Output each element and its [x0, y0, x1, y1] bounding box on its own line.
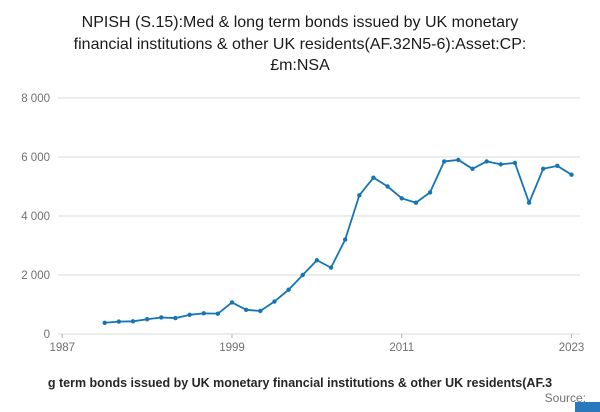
- y-tick-label: 2 000: [21, 270, 50, 282]
- data-point: [286, 287, 291, 292]
- footer-caption: g term bonds issued by UK monetary finan…: [47, 376, 553, 390]
- data-point: [569, 172, 574, 177]
- x-tick-label: 1987: [49, 342, 75, 354]
- data-point: [328, 265, 334, 270]
- data-point: [385, 184, 390, 189]
- y-tick-label: 0: [44, 329, 50, 341]
- data-point: [441, 159, 447, 164]
- data-point: [526, 200, 532, 205]
- x-tick-label: 1999: [219, 342, 245, 354]
- chart-svg: 0 2 000 4 000 6 000 8 000 1987 1999 2011 2023: [21, 93, 585, 354]
- data-point: [159, 315, 164, 320]
- data-point: [272, 299, 277, 304]
- data-point: [498, 162, 503, 167]
- data-point: [484, 159, 489, 164]
- data-point: [102, 320, 107, 325]
- chart-title: NPISH (S.15):Med & long term bonds issue…: [73, 14, 527, 75]
- data-point: [243, 307, 249, 313]
- data-point: [144, 317, 150, 322]
- data-point: [201, 311, 206, 316]
- data-point: [342, 237, 348, 242]
- y-tick-label: 8 000: [21, 93, 50, 105]
- data-point: [258, 308, 263, 314]
- data-point: [512, 160, 518, 166]
- data-point: [357, 193, 362, 198]
- data-point: [371, 175, 376, 180]
- logo-square: [575, 402, 600, 412]
- data-point: [173, 315, 178, 321]
- data-point: [314, 258, 320, 263]
- data-line: [103, 159, 573, 324]
- x-tick-label: 2023: [559, 342, 585, 354]
- data-point: [300, 272, 305, 278]
- data-point: [229, 300, 235, 305]
- data-point: [116, 319, 122, 324]
- y-tick-label: 6 000: [21, 152, 50, 164]
- y-tick-label: 4 000: [21, 211, 50, 223]
- data-point: [215, 311, 221, 316]
- data-point: [399, 196, 404, 201]
- data-point: [187, 312, 192, 318]
- data-point: [456, 157, 461, 163]
- data-point: [555, 163, 560, 169]
- x-tick-label: 2011: [389, 342, 414, 354]
- data-point: [470, 166, 475, 171]
- data-point: [130, 319, 136, 324]
- data-point: [413, 200, 419, 205]
- data-point: [541, 166, 546, 171]
- data-point: [427, 190, 433, 195]
